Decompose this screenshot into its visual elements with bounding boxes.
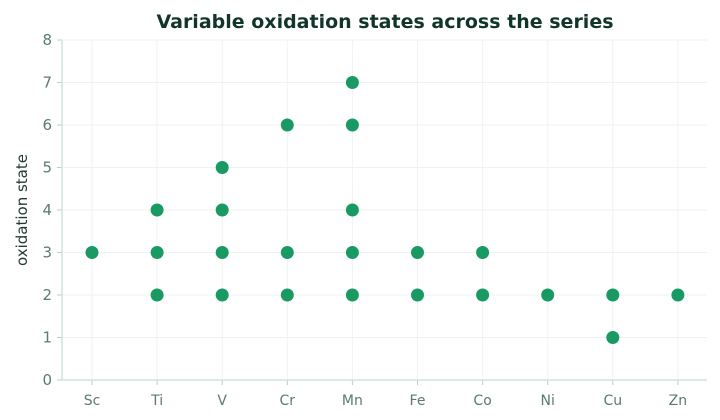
- x-tick-label-V: V: [217, 393, 227, 409]
- x-tick-label-Fe: Fe: [410, 393, 426, 409]
- x-tick-label-Sc: Sc: [84, 393, 101, 409]
- data-point-Cr-6: [280, 118, 294, 132]
- data-point-Co-2: [476, 288, 490, 302]
- data-point-Mn-3: [345, 246, 359, 259]
- data-point-Cu-2: [606, 288, 620, 302]
- data-point-Fe-2: [411, 288, 424, 302]
- y-tick-label-0: 0: [42, 371, 52, 389]
- y-tick-label-4: 4: [42, 201, 52, 219]
- y-tick-label-1: 1: [42, 329, 52, 347]
- data-point-Mn-2: [345, 288, 359, 302]
- x-tick-label-Cu: Cu: [603, 393, 622, 409]
- data-point-V-3: [215, 246, 229, 259]
- data-point-Mn-4: [345, 203, 359, 217]
- data-point-V-4: [215, 203, 229, 217]
- data-point-Fe-3: [411, 246, 424, 259]
- data-points: [85, 76, 685, 344]
- x-tick-label-Ni: Ni: [541, 393, 555, 409]
- data-point-Ti-4: [150, 203, 164, 217]
- axes: [57, 39, 707, 385]
- x-tick-label-Ti: Ti: [150, 393, 163, 409]
- data-point-Cu-1: [606, 331, 620, 344]
- data-point-Sc-3: [85, 246, 99, 259]
- data-point-Zn-2: [671, 288, 685, 302]
- data-point-Ti-2: [150, 288, 164, 302]
- y-tick-label-8: 8: [42, 31, 52, 49]
- data-point-V-2: [215, 288, 229, 302]
- y-tick-label-2: 2: [42, 286, 52, 304]
- x-tick-label-Cr: Cr: [280, 393, 296, 409]
- chart-title: Variable oxidation states across the ser…: [156, 11, 613, 33]
- data-point-Ni-2: [541, 288, 555, 302]
- x-tick-label-Mn: Mn: [342, 393, 363, 409]
- data-point-V-5: [215, 161, 229, 174]
- data-point-Ti-3: [150, 246, 164, 259]
- data-point-Mn-7: [345, 76, 359, 89]
- y-tick-label-3: 3: [42, 244, 52, 262]
- y-tick-label-7: 7: [42, 74, 52, 92]
- data-point-Cr-2: [280, 288, 294, 302]
- y-tick-label-5: 5: [42, 159, 52, 177]
- data-point-Mn-6: [345, 118, 359, 132]
- data-point-Cr-3: [280, 246, 294, 259]
- x-tick-label-Co: Co: [473, 393, 491, 409]
- tick-labels: 0 1 2 3 4 5 6 7 8 Sc Ti V Cr Mn Fe Co Ni Cu Zn: [42, 31, 687, 409]
- x-tick-label-Zn: Zn: [669, 393, 687, 409]
- y-axis-label: oxidation state: [13, 154, 31, 266]
- data-point-Co-3: [476, 246, 490, 259]
- y-tick-label-6: 6: [42, 116, 52, 134]
